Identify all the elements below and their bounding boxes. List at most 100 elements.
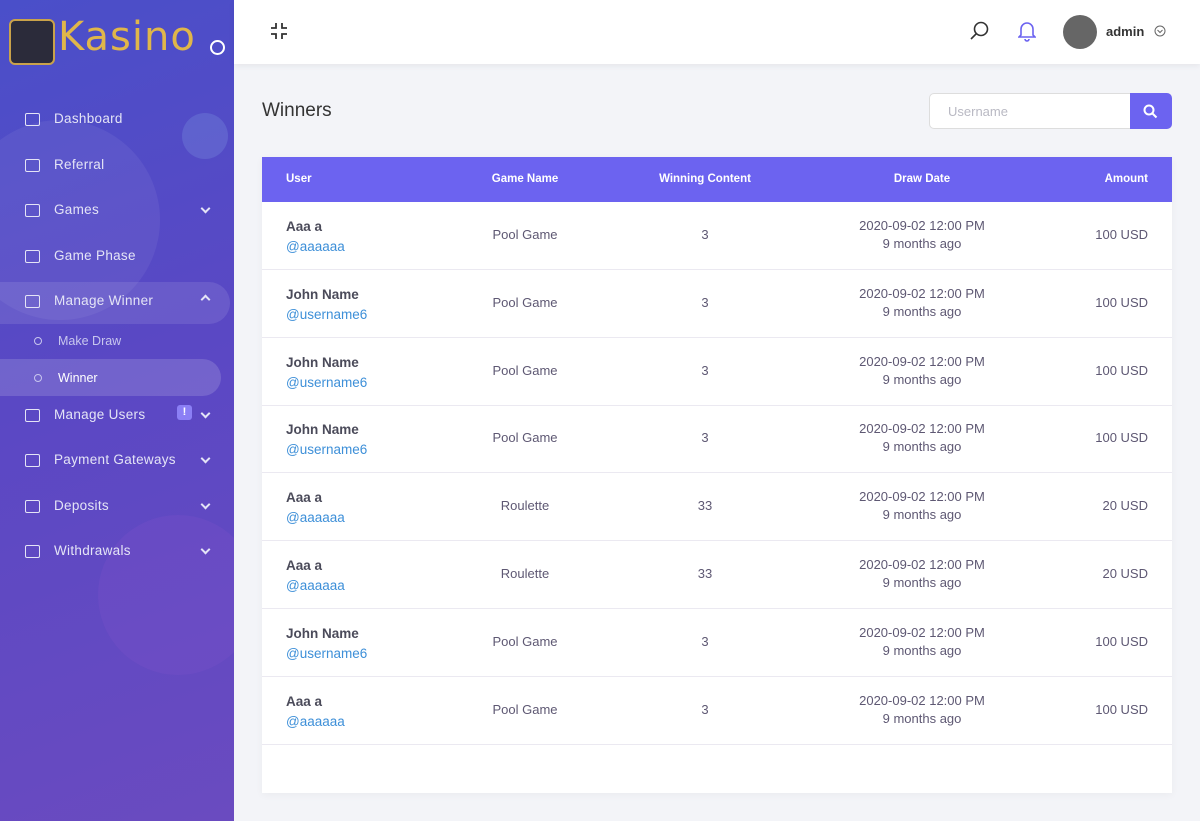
menu-item[interactable]: Games (54, 202, 100, 217)
menu-item[interactable]: Withdrawals (54, 543, 131, 558)
user-name[interactable]: admin (1106, 24, 1145, 39)
user-name: John Name (286, 625, 359, 641)
column-header: User (286, 173, 312, 185)
menu-item[interactable]: Payment Gateways (54, 452, 176, 467)
avatar[interactable] (1063, 15, 1097, 49)
table-row: John Name @username6 Pool Game 3 2020-09-02 … (262, 338, 1172, 406)
menu-icon (25, 113, 40, 126)
user-handle[interactable]: @aaaaaa (286, 239, 345, 254)
amount: 100 USD (1095, 633, 1148, 649)
column-header: Winning Content (659, 173, 751, 185)
user-handle[interactable]: @aaaaaa (286, 713, 345, 729)
menu-icon (25, 295, 40, 308)
menu-icon (25, 158, 40, 172)
logo-mark (210, 40, 225, 55)
draw-ago: 9 months ago (882, 710, 962, 726)
menu-icon (25, 204, 40, 217)
menu-icon (25, 545, 40, 558)
draw-date: 2020-09-02 12:00 PM (859, 421, 985, 437)
user-handle[interactable]: @aaaaaa (286, 578, 345, 593)
amount: 100 USD (1095, 294, 1148, 310)
winning-content: 3 (701, 227, 709, 242)
amount: 100 USD (1095, 430, 1148, 446)
amount: 20 USD (1102, 498, 1148, 514)
menu-icon (25, 408, 40, 422)
search-placeholder: Username (948, 104, 1008, 119)
winning-content: 3 (701, 294, 709, 310)
draw-ago: 9 months ago (882, 236, 962, 251)
search-input[interactable]: Username (929, 93, 1131, 129)
winning-content: 3 (701, 633, 709, 649)
menu-item[interactable]: Manage Users (54, 406, 146, 422)
sidebar: Kasino Dashboard Referral Games Game Phase M… (0, 0, 234, 821)
menu-chevron (200, 499, 211, 509)
draw-date: 2020-09-02 12:00 PM (859, 692, 985, 708)
menu-highlight (0, 282, 230, 324)
column-header: Game Name (491, 173, 559, 185)
search-icon[interactable] (970, 21, 990, 41)
game-name: Pool Game (492, 430, 558, 446)
search-button[interactable] (1130, 93, 1172, 129)
user-handle[interactable]: @aaaaaa (286, 510, 345, 526)
bell-icon[interactable] (1018, 20, 1036, 42)
table-header (262, 157, 1172, 202)
table-row: John Name @username6 Pool Game 3 2020-09-02 … (262, 405, 1172, 474)
draw-ago: 9 months ago (882, 303, 962, 319)
collapse-icon[interactable] (270, 22, 288, 40)
draw-date: 2020-09-02 12:00 PM (859, 285, 985, 301)
draw-ago: 9 months ago (882, 371, 962, 387)
user-handle[interactable]: @username6 (286, 374, 368, 390)
user-name: John Name (286, 286, 359, 302)
user-handle[interactable]: @username6 (286, 306, 368, 322)
amount: 100 USD (1095, 362, 1148, 378)
menu-chevron (200, 203, 211, 214)
menu-item[interactable]: Dashboard (54, 111, 123, 126)
winning-content: 3 (701, 362, 709, 378)
user-dropdown[interactable] (1154, 25, 1166, 37)
game-name: Roulette (500, 498, 550, 514)
submenu-bullet (34, 336, 42, 345)
page-title: Winners (262, 100, 332, 121)
submenu-item[interactable]: Winner (58, 370, 98, 385)
submenu-bullet (34, 373, 42, 382)
menu-icon (25, 499, 40, 513)
draw-date: 2020-09-02 12:00 PM (859, 624, 985, 640)
column-header: Amount (1104, 173, 1148, 185)
user-name: Aaa a (286, 558, 323, 573)
user-name: Aaa a (286, 219, 323, 234)
game-name: Pool Game (492, 227, 558, 242)
draw-date: 2020-09-02 12:00 PM (859, 218, 985, 233)
amount: 20 USD (1102, 566, 1148, 581)
game-name: Roulette (500, 566, 550, 581)
winning-content: 3 (701, 430, 709, 446)
draw-ago: 9 months ago (882, 507, 962, 523)
menu-item[interactable]: Manage Winner (54, 293, 154, 308)
table-row: Aaa a @aaaaaa Roulette 33 2020-09-02 12:00 P… (262, 541, 1172, 609)
menu-chevron (200, 408, 211, 418)
menu-chevron (200, 453, 211, 464)
user-name: Aaa a (286, 693, 323, 709)
user-name: Aaa a (286, 490, 323, 506)
user-name: John Name (286, 422, 359, 438)
user-handle[interactable]: @username6 (286, 442, 368, 458)
menu-item[interactable]: Referral (54, 156, 105, 172)
user-name: John Name (286, 354, 359, 370)
menu-item[interactable]: Deposits (54, 497, 109, 513)
table-row: Aaa a @aaaaaa Roulette 33 2020-09-02 12:00 P… (262, 473, 1172, 542)
submenu-item[interactable]: Make Draw (58, 333, 122, 348)
user-handle[interactable]: @username6 (286, 645, 368, 661)
menu-badge: ! (177, 404, 192, 420)
draw-date: 2020-09-02 12:00 PM (859, 353, 985, 369)
topbar: admin (234, 0, 1200, 64)
game-name: Pool Game (492, 294, 558, 310)
game-name: Pool Game (492, 362, 558, 378)
winning-content: 3 (701, 701, 709, 717)
menu-item[interactable]: Game Phase (54, 247, 136, 263)
table-row: John Name @username6 Pool Game 3 2020-09-02 … (262, 609, 1172, 677)
winning-content: 33 (697, 566, 713, 581)
logo: Kasino (58, 14, 196, 60)
table-row: Aaa a @aaaaaa Pool Game 3 2020-09-02 12:00 P… (262, 202, 1172, 270)
column-header: Draw Date (893, 173, 951, 185)
game-name: Pool Game (492, 701, 558, 717)
